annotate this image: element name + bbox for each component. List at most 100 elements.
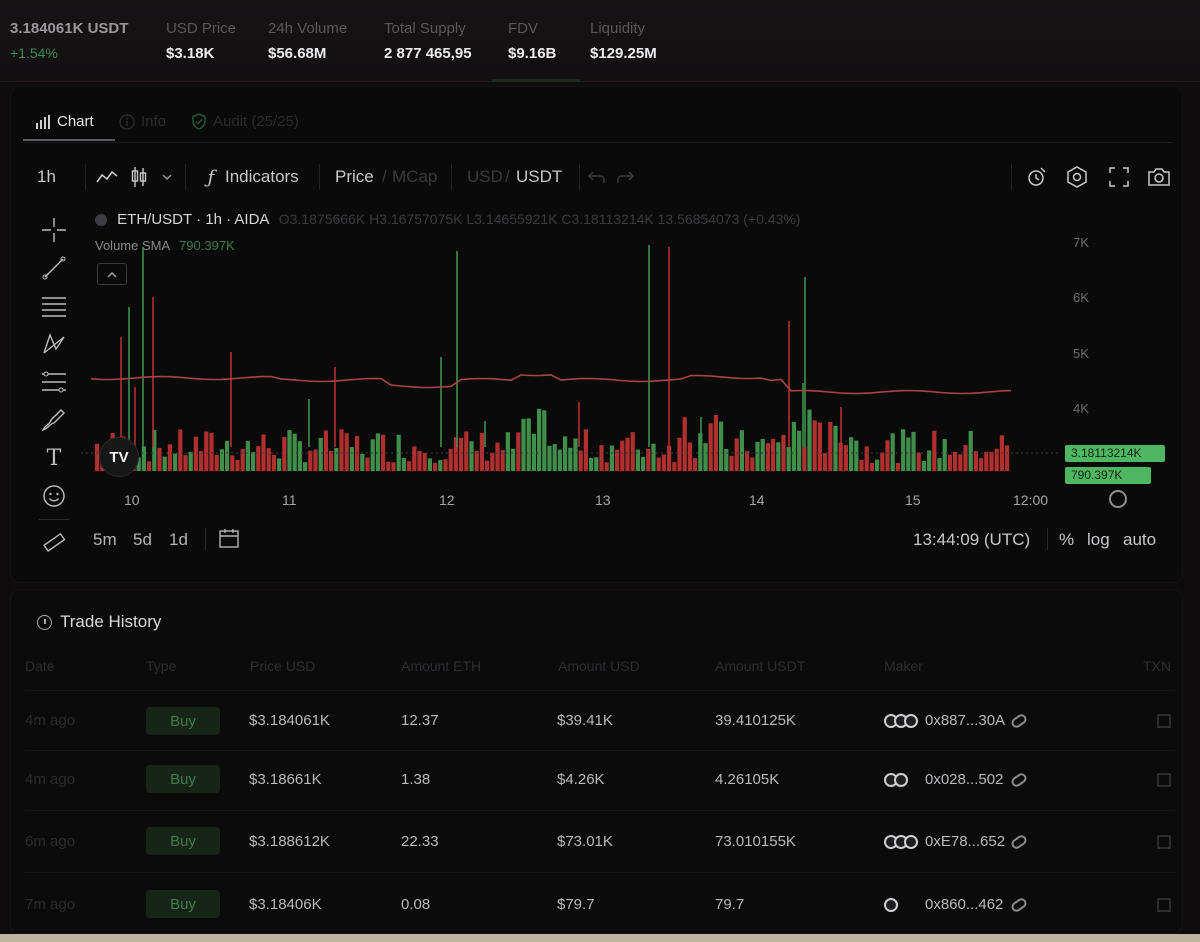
- maker-address[interactable]: 0x028...502: [925, 771, 1004, 788]
- external-link-icon[interactable]: [1157, 714, 1171, 728]
- fib-retracement-icon[interactable]: [39, 367, 69, 397]
- usdt-toggle[interactable]: USDT: [516, 167, 563, 186]
- trade-amount-usdt: 73.010155K: [715, 833, 796, 850]
- volume-bar: [225, 440, 230, 471]
- horizontal-lines-icon[interactable]: [39, 291, 69, 321]
- column-header[interactable]: Maker: [884, 658, 923, 674]
- volume-bar: [568, 447, 573, 471]
- volume-bar: [412, 446, 417, 471]
- volume-bar: [953, 451, 958, 471]
- function-icon[interactable]: ƒ: [207, 166, 215, 188]
- date-range-icon[interactable]: [219, 528, 241, 553]
- volume-bar: [984, 451, 989, 471]
- range-5d[interactable]: 5d: [133, 530, 152, 549]
- percent-scale-toggle[interactable]: %: [1059, 530, 1075, 549]
- link-icon[interactable]: [1009, 712, 1029, 730]
- volume-bar: [245, 441, 250, 471]
- log-scale-toggle[interactable]: log: [1087, 530, 1110, 549]
- crosshair-icon[interactable]: [39, 215, 69, 245]
- auto-scale-toggle[interactable]: auto: [1123, 530, 1157, 549]
- utc-clock[interactable]: 13:44:09 (UTC): [913, 530, 1031, 549]
- external-link-icon[interactable]: [1157, 898, 1171, 912]
- mcap-toggle[interactable]: MCap: [392, 167, 438, 186]
- column-header[interactable]: TXN: [1143, 658, 1171, 674]
- redo-icon[interactable]: [613, 165, 637, 189]
- fdv-stat[interactable]: FDV $9.16B: [508, 20, 556, 62]
- volume-bar: [323, 430, 328, 471]
- alert-clock-icon[interactable]: [1025, 165, 1049, 189]
- tab-chart[interactable]: Chart: [35, 113, 94, 130]
- indicators-button[interactable]: Indicators: [225, 167, 299, 186]
- volume-bar: [459, 437, 464, 471]
- line-chart-icon[interactable]: [95, 165, 119, 189]
- tradingview-logo[interactable]: TV: [99, 437, 139, 477]
- range-5m[interactable]: 5m: [93, 530, 117, 549]
- volume-bar: [542, 410, 547, 471]
- volume-stat: 24h Volume $56.68M: [268, 20, 347, 62]
- settings-hexagon-icon[interactable]: [1065, 165, 1089, 189]
- volume-bar: [282, 436, 287, 471]
- pattern-icon[interactable]: [39, 329, 69, 359]
- undo-icon[interactable]: [585, 165, 609, 189]
- volume-bar: [797, 430, 802, 471]
- volume-bar: [381, 434, 386, 471]
- volume-bar: [136, 457, 141, 471]
- fullscreen-icon[interactable]: [1107, 165, 1131, 189]
- collapse-legend-button[interactable]: [97, 263, 127, 285]
- current-volume-tag: 790.397K: [1065, 467, 1151, 484]
- candlestick-icon[interactable]: [127, 165, 151, 189]
- tab-audit[interactable]: Audit (25/25): [191, 113, 299, 130]
- volume-bar: [443, 459, 448, 471]
- price-toggle[interactable]: Price: [335, 167, 374, 186]
- camera-icon[interactable]: [1147, 165, 1171, 189]
- column-header[interactable]: Date: [25, 658, 55, 674]
- active-tab-indicator: [23, 139, 115, 141]
- usd-toggle[interactable]: USD: [467, 167, 503, 186]
- chevron-down-icon[interactable]: [155, 165, 179, 189]
- link-icon[interactable]: [1009, 833, 1029, 851]
- column-header[interactable]: Amount USD: [558, 658, 640, 674]
- text-tool-icon[interactable]: T: [46, 445, 62, 471]
- price-mcap-slash: /: [382, 167, 387, 186]
- ruler-icon[interactable]: [39, 527, 69, 557]
- tab-info[interactable]: Info: [119, 113, 166, 130]
- range-1d[interactable]: 1d: [169, 530, 188, 549]
- brush-icon[interactable]: [39, 405, 69, 435]
- volume-bar: [734, 438, 739, 471]
- maker-address[interactable]: 0x887...30A: [925, 712, 1006, 729]
- column-header[interactable]: Amount USDT: [715, 658, 806, 674]
- volume-bar: [947, 454, 952, 471]
- volume-bar: [329, 450, 334, 471]
- trend-line-icon[interactable]: [39, 253, 69, 283]
- maker-address[interactable]: 0xE78...652: [925, 833, 1006, 850]
- volume-bar: [344, 433, 349, 471]
- maker-address[interactable]: 0x860...462: [925, 896, 1004, 913]
- stat-label: USD Price: [166, 20, 237, 37]
- trade-amount-eth: 1.38: [401, 771, 431, 788]
- volume-bar: [427, 458, 432, 471]
- volume-bar: [672, 462, 677, 471]
- external-link-icon[interactable]: [1157, 773, 1171, 787]
- emoji-icon[interactable]: [39, 481, 69, 511]
- volume-bar: [199, 451, 204, 471]
- trade-amount-usd: $4.26K: [557, 771, 605, 788]
- price-volume-plot[interactable]: [81, 227, 1061, 487]
- toolbar-divider: [319, 164, 320, 190]
- row-divider: [25, 690, 1175, 691]
- interval-selector[interactable]: 1h: [37, 167, 56, 186]
- trade-price: $3.188612K: [249, 833, 330, 850]
- axis-settings-icon[interactable]: [1109, 490, 1127, 508]
- column-header[interactable]: Type: [146, 658, 177, 674]
- legend-ohlc: O3.18756​66K H3.16757075K L3.14655921K C…: [278, 211, 801, 227]
- volume-bar: [526, 418, 531, 471]
- clock-icon: [37, 614, 52, 630]
- volume-bar: [516, 432, 521, 471]
- chart-toolbar: 1h ƒ Indicators Price / MCap USD / USDT: [23, 159, 1173, 195]
- column-header[interactable]: Amount ETH: [401, 658, 482, 674]
- volume-bar: [713, 415, 718, 471]
- link-icon[interactable]: [1009, 771, 1029, 789]
- external-link-icon[interactable]: [1157, 835, 1171, 849]
- column-header[interactable]: Price USD: [250, 658, 316, 674]
- link-icon[interactable]: [1009, 896, 1029, 914]
- volume-bar: [745, 451, 750, 471]
